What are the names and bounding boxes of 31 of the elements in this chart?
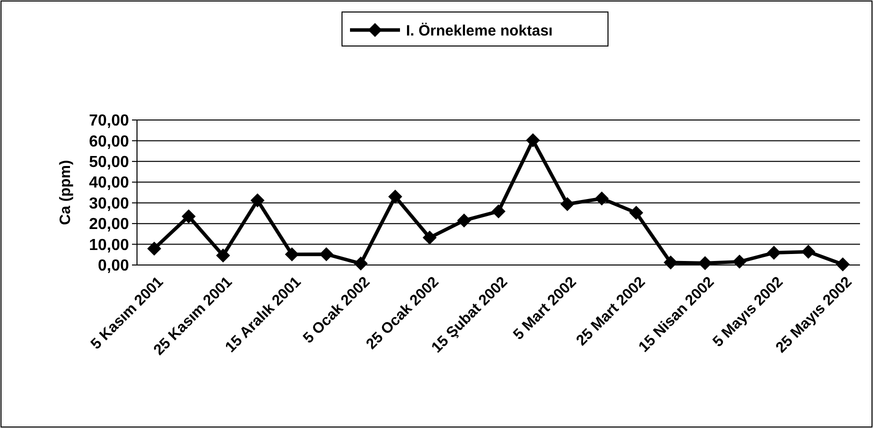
y-tick-label: 0,00 [98,258,130,275]
point [457,213,472,228]
point [526,133,540,148]
point [732,254,746,269]
point [388,190,402,204]
point [492,204,506,218]
point [766,246,781,260]
point [216,248,230,262]
y-tick-label: 60,00 [88,133,130,150]
point [284,247,299,262]
y-axis-title: Ca (ppm) [57,160,74,225]
legend-label: I. Örnekleme noktası [406,22,553,40]
y-tick-label: 20,00 [88,216,130,234]
point [147,242,162,256]
point [250,193,264,208]
point [629,206,644,220]
point [560,197,574,212]
point [422,230,437,245]
y-tick-label: 40,00 [88,174,130,192]
y-tick-label: 50,00 [88,154,130,172]
y-tick-label: 10,00 [88,236,130,254]
point [801,244,816,259]
point [354,256,368,271]
y-tick-label: 70,00 [88,112,130,130]
point [664,256,678,270]
point [836,257,850,272]
point [319,247,334,262]
point [594,192,609,206]
y-tick-label: 30,00 [88,195,130,212]
point [698,256,712,270]
point [182,209,196,224]
